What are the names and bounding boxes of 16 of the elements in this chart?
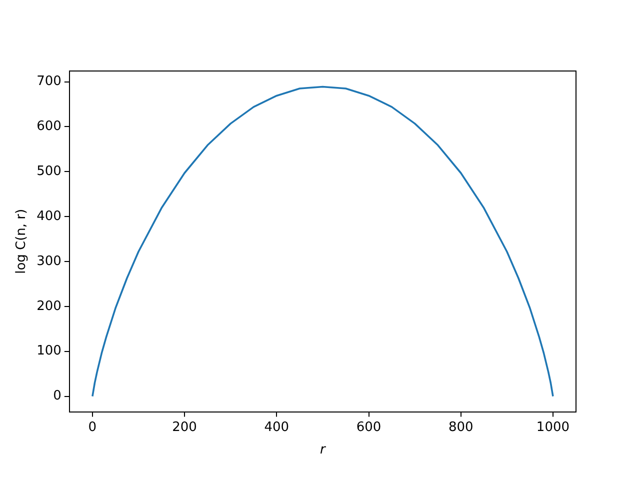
y-tick-label: 600 [36,119,62,134]
y-tick-label: 200 [36,298,62,314]
x-axis-title: r [320,442,328,458]
x-tick-label: 800 [448,420,474,435]
x-tick-label: 0 [88,420,97,435]
y-tick-label: 500 [36,164,62,180]
x-tick-label: 600 [356,420,382,435]
y-tick-label: 0 [53,388,62,404]
y-tick-label: 400 [36,208,62,224]
y-axis-title: log C(n, r) [14,208,30,274]
x-tick-label: 400 [264,420,290,435]
y-tick-label: 300 [36,254,62,269]
y-tick-label: 100 [36,344,62,359]
x-tick-label: 1000 [536,420,570,435]
x-tick-label: 200 [172,420,197,435]
y-tick-label: 700 [36,74,62,90]
